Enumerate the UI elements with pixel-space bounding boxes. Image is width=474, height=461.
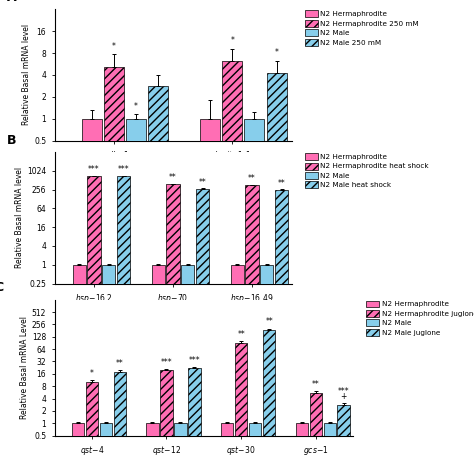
Text: ***: *** xyxy=(189,355,201,365)
Bar xyxy=(310,393,322,461)
Text: **: ** xyxy=(116,359,124,368)
Bar xyxy=(263,330,275,461)
Bar xyxy=(337,405,350,461)
Bar xyxy=(87,176,100,461)
Bar xyxy=(148,86,168,461)
Text: **: ** xyxy=(199,178,207,187)
Legend: N2 Hermaphrodite, N2 Hermaphrodite juglone, N2 Male, N2 Male juglone: N2 Hermaphrodite, N2 Hermaphrodite juglo… xyxy=(366,301,474,336)
Text: +: + xyxy=(341,392,347,401)
Text: **: ** xyxy=(237,330,245,339)
Bar xyxy=(246,185,259,461)
Text: **: ** xyxy=(248,174,256,183)
Text: *: * xyxy=(275,48,279,57)
Bar xyxy=(73,265,86,461)
Bar xyxy=(260,265,273,461)
Bar xyxy=(188,368,201,461)
Bar xyxy=(295,423,308,461)
Text: C: C xyxy=(0,281,4,294)
Text: **: ** xyxy=(278,178,285,188)
Bar xyxy=(152,265,165,461)
Bar xyxy=(245,119,264,461)
Bar xyxy=(166,184,180,461)
Text: *: * xyxy=(230,36,234,45)
Text: *: * xyxy=(134,102,138,111)
Y-axis label: Relative Basal mRNA level: Relative Basal mRNA level xyxy=(22,24,31,125)
Bar xyxy=(275,190,288,461)
Text: B: B xyxy=(7,134,17,147)
Bar xyxy=(82,119,101,461)
Bar xyxy=(174,423,187,461)
Text: ***: *** xyxy=(118,165,129,174)
Bar xyxy=(72,423,84,461)
Bar xyxy=(221,423,234,461)
Bar xyxy=(235,343,247,461)
Bar xyxy=(323,423,336,461)
Bar xyxy=(114,372,126,461)
Bar xyxy=(222,60,242,461)
Bar xyxy=(104,67,124,461)
Text: ***: *** xyxy=(338,388,350,396)
Legend: N2 Hermaphrodite, N2 Hermaphrodite 250 mM, N2 Male, N2 Male 250 mM: N2 Hermaphrodite, N2 Hermaphrodite 250 m… xyxy=(305,10,419,46)
Bar xyxy=(102,265,116,461)
Bar xyxy=(249,423,262,461)
Y-axis label: Relative Basal mRNA Level: Relative Basal mRNA Level xyxy=(20,316,29,419)
Bar xyxy=(146,423,159,461)
Text: **: ** xyxy=(265,318,273,326)
Bar xyxy=(230,265,244,461)
Bar xyxy=(100,423,112,461)
Legend: N2 Hermaphrodite, N2 Hermaphrodite heat shock, N2 Male, N2 Male heat shock: N2 Hermaphrodite, N2 Hermaphrodite heat … xyxy=(305,153,429,189)
Text: **: ** xyxy=(312,380,319,389)
Bar xyxy=(181,265,194,461)
Text: *: * xyxy=(112,41,116,51)
Bar xyxy=(200,119,220,461)
Text: ***: *** xyxy=(161,358,173,366)
Text: A: A xyxy=(7,0,17,4)
Bar xyxy=(126,119,146,461)
Bar xyxy=(196,189,210,461)
Bar xyxy=(117,176,130,461)
Y-axis label: Relative Basal mRNA level: Relative Basal mRNA level xyxy=(15,167,24,268)
Text: ***: *** xyxy=(88,165,100,174)
Bar xyxy=(85,382,98,461)
Bar xyxy=(160,370,173,461)
Text: **: ** xyxy=(169,173,177,182)
Bar xyxy=(267,73,287,461)
Text: *: * xyxy=(90,369,94,378)
